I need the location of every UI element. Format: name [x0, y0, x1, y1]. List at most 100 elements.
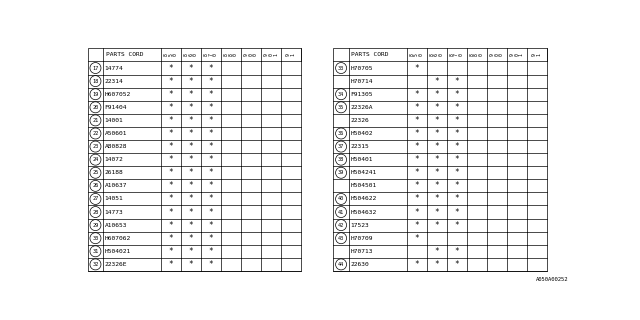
- Text: *: *: [414, 234, 419, 243]
- Text: *: *: [189, 208, 193, 217]
- Text: A50601: A50601: [105, 131, 127, 136]
- Text: H70709: H70709: [350, 236, 373, 241]
- Text: 8
5
0: 8 5 0: [410, 53, 424, 56]
- Bar: [333, 48, 547, 271]
- Text: H70713: H70713: [350, 249, 373, 254]
- Text: *: *: [435, 129, 439, 138]
- Text: 9
0
1: 9 0 1: [264, 53, 278, 56]
- Text: *: *: [209, 195, 213, 204]
- Text: *: *: [189, 90, 193, 99]
- Text: *: *: [168, 76, 173, 86]
- Text: *: *: [435, 103, 439, 112]
- Text: F91305: F91305: [350, 92, 373, 97]
- Text: *: *: [168, 129, 173, 138]
- Text: *: *: [209, 234, 213, 243]
- Text: F91404: F91404: [105, 105, 127, 110]
- Text: 33: 33: [338, 66, 344, 70]
- Text: *: *: [209, 64, 213, 73]
- Text: H50402: H50402: [350, 131, 373, 136]
- Text: 24: 24: [92, 157, 99, 162]
- Text: *: *: [168, 103, 173, 112]
- Text: H70705: H70705: [350, 66, 373, 70]
- Text: 8
5
0: 8 5 0: [164, 53, 178, 56]
- Text: 8
8
0: 8 8 0: [224, 53, 238, 56]
- Text: *: *: [189, 129, 193, 138]
- Text: *: *: [209, 208, 213, 217]
- Text: *: *: [209, 90, 213, 99]
- Text: *: *: [209, 142, 213, 151]
- Text: 9
1: 9 1: [286, 53, 296, 56]
- Text: *: *: [435, 220, 439, 230]
- Text: 37: 37: [338, 144, 344, 149]
- Text: *: *: [209, 103, 213, 112]
- Text: 8
6
0: 8 6 0: [429, 53, 444, 56]
- Text: *: *: [189, 76, 193, 86]
- Text: *: *: [168, 116, 173, 125]
- Text: 14051: 14051: [105, 196, 124, 202]
- Text: *: *: [209, 181, 213, 190]
- Text: 14773: 14773: [105, 210, 124, 214]
- Text: *: *: [209, 76, 213, 86]
- Text: 41: 41: [338, 210, 344, 214]
- Text: *: *: [454, 76, 459, 86]
- Text: *: *: [189, 103, 193, 112]
- Text: 8
7
0: 8 7 0: [204, 53, 218, 56]
- Text: *: *: [414, 90, 419, 99]
- Text: *: *: [435, 155, 439, 164]
- Text: H504241: H504241: [350, 170, 376, 175]
- Text: H607052: H607052: [105, 92, 131, 97]
- Text: *: *: [454, 208, 459, 217]
- Text: 27: 27: [92, 196, 99, 202]
- Text: 34: 34: [338, 92, 344, 97]
- Text: *: *: [189, 234, 193, 243]
- Text: 31: 31: [92, 249, 99, 254]
- Text: 40: 40: [338, 196, 344, 202]
- Text: *: *: [454, 142, 459, 151]
- Text: *: *: [209, 247, 213, 256]
- Text: 35: 35: [338, 105, 344, 110]
- Text: *: *: [168, 181, 173, 190]
- Text: 22630: 22630: [350, 262, 369, 267]
- Text: 22314: 22314: [105, 79, 124, 84]
- Text: *: *: [454, 260, 459, 269]
- Text: *: *: [189, 181, 193, 190]
- Text: PARTS CORD: PARTS CORD: [351, 52, 388, 57]
- Text: *: *: [168, 142, 173, 151]
- Text: *: *: [435, 142, 439, 151]
- Text: PARTS CORD: PARTS CORD: [106, 52, 143, 57]
- Text: 22326A: 22326A: [350, 105, 373, 110]
- Text: *: *: [454, 129, 459, 138]
- Text: H504021: H504021: [105, 249, 131, 254]
- Text: *: *: [209, 260, 213, 269]
- Text: 22: 22: [92, 131, 99, 136]
- Bar: [88, 48, 301, 271]
- Text: 14072: 14072: [105, 157, 124, 162]
- Text: 14774: 14774: [105, 66, 124, 70]
- Text: 9
0
0: 9 0 0: [244, 53, 258, 56]
- Text: *: *: [168, 155, 173, 164]
- Text: A10653: A10653: [105, 223, 127, 228]
- Text: *: *: [189, 116, 193, 125]
- Text: 21: 21: [92, 118, 99, 123]
- Text: 29: 29: [92, 223, 99, 228]
- Text: *: *: [454, 195, 459, 204]
- Text: *: *: [454, 90, 459, 99]
- Text: 36: 36: [338, 131, 344, 136]
- Text: *: *: [168, 195, 173, 204]
- Text: 23: 23: [92, 144, 99, 149]
- Text: 32: 32: [92, 262, 99, 267]
- Text: *: *: [414, 181, 419, 190]
- Text: 42: 42: [338, 223, 344, 228]
- Text: *: *: [414, 155, 419, 164]
- Text: 25: 25: [92, 170, 99, 175]
- Text: A050A00252: A050A00252: [536, 277, 568, 283]
- Text: *: *: [189, 142, 193, 151]
- Text: H70714: H70714: [350, 79, 373, 84]
- Text: 14001: 14001: [105, 118, 124, 123]
- Text: *: *: [168, 234, 173, 243]
- Text: H504622: H504622: [350, 196, 376, 202]
- Text: *: *: [435, 195, 439, 204]
- Text: A80828: A80828: [105, 144, 127, 149]
- Text: H504501: H504501: [350, 183, 376, 188]
- Text: *: *: [454, 181, 459, 190]
